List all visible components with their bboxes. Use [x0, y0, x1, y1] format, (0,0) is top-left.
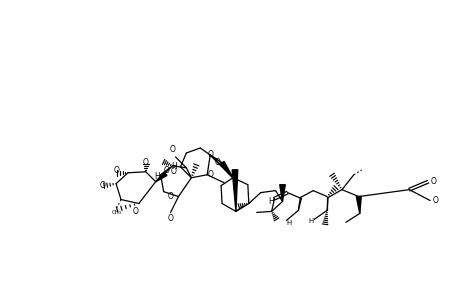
Text: O: O [429, 177, 435, 186]
Text: H: H [268, 197, 274, 206]
Text: O: O [167, 192, 173, 201]
Text: O: O [431, 196, 437, 205]
Text: O: O [167, 214, 173, 223]
Text: H: H [153, 172, 159, 181]
Text: O: O [163, 166, 169, 175]
Polygon shape [232, 170, 237, 212]
Polygon shape [219, 161, 232, 178]
Text: CH₃: CH₃ [112, 210, 122, 215]
Text: O: O [207, 170, 213, 179]
Polygon shape [155, 172, 167, 182]
Text: O: O [113, 166, 119, 175]
Text: H: H [308, 218, 313, 224]
Polygon shape [356, 196, 360, 213]
Text: O: O [133, 207, 139, 216]
Text: O: O [169, 145, 175, 154]
Text: O: O [99, 181, 105, 190]
Text: H: H [171, 162, 177, 171]
Text: O: O [214, 158, 219, 167]
Text: O: O [170, 167, 176, 176]
Text: O: O [207, 151, 213, 160]
Text: H: H [286, 220, 291, 226]
Text: O: O [143, 158, 148, 167]
Polygon shape [279, 185, 285, 202]
